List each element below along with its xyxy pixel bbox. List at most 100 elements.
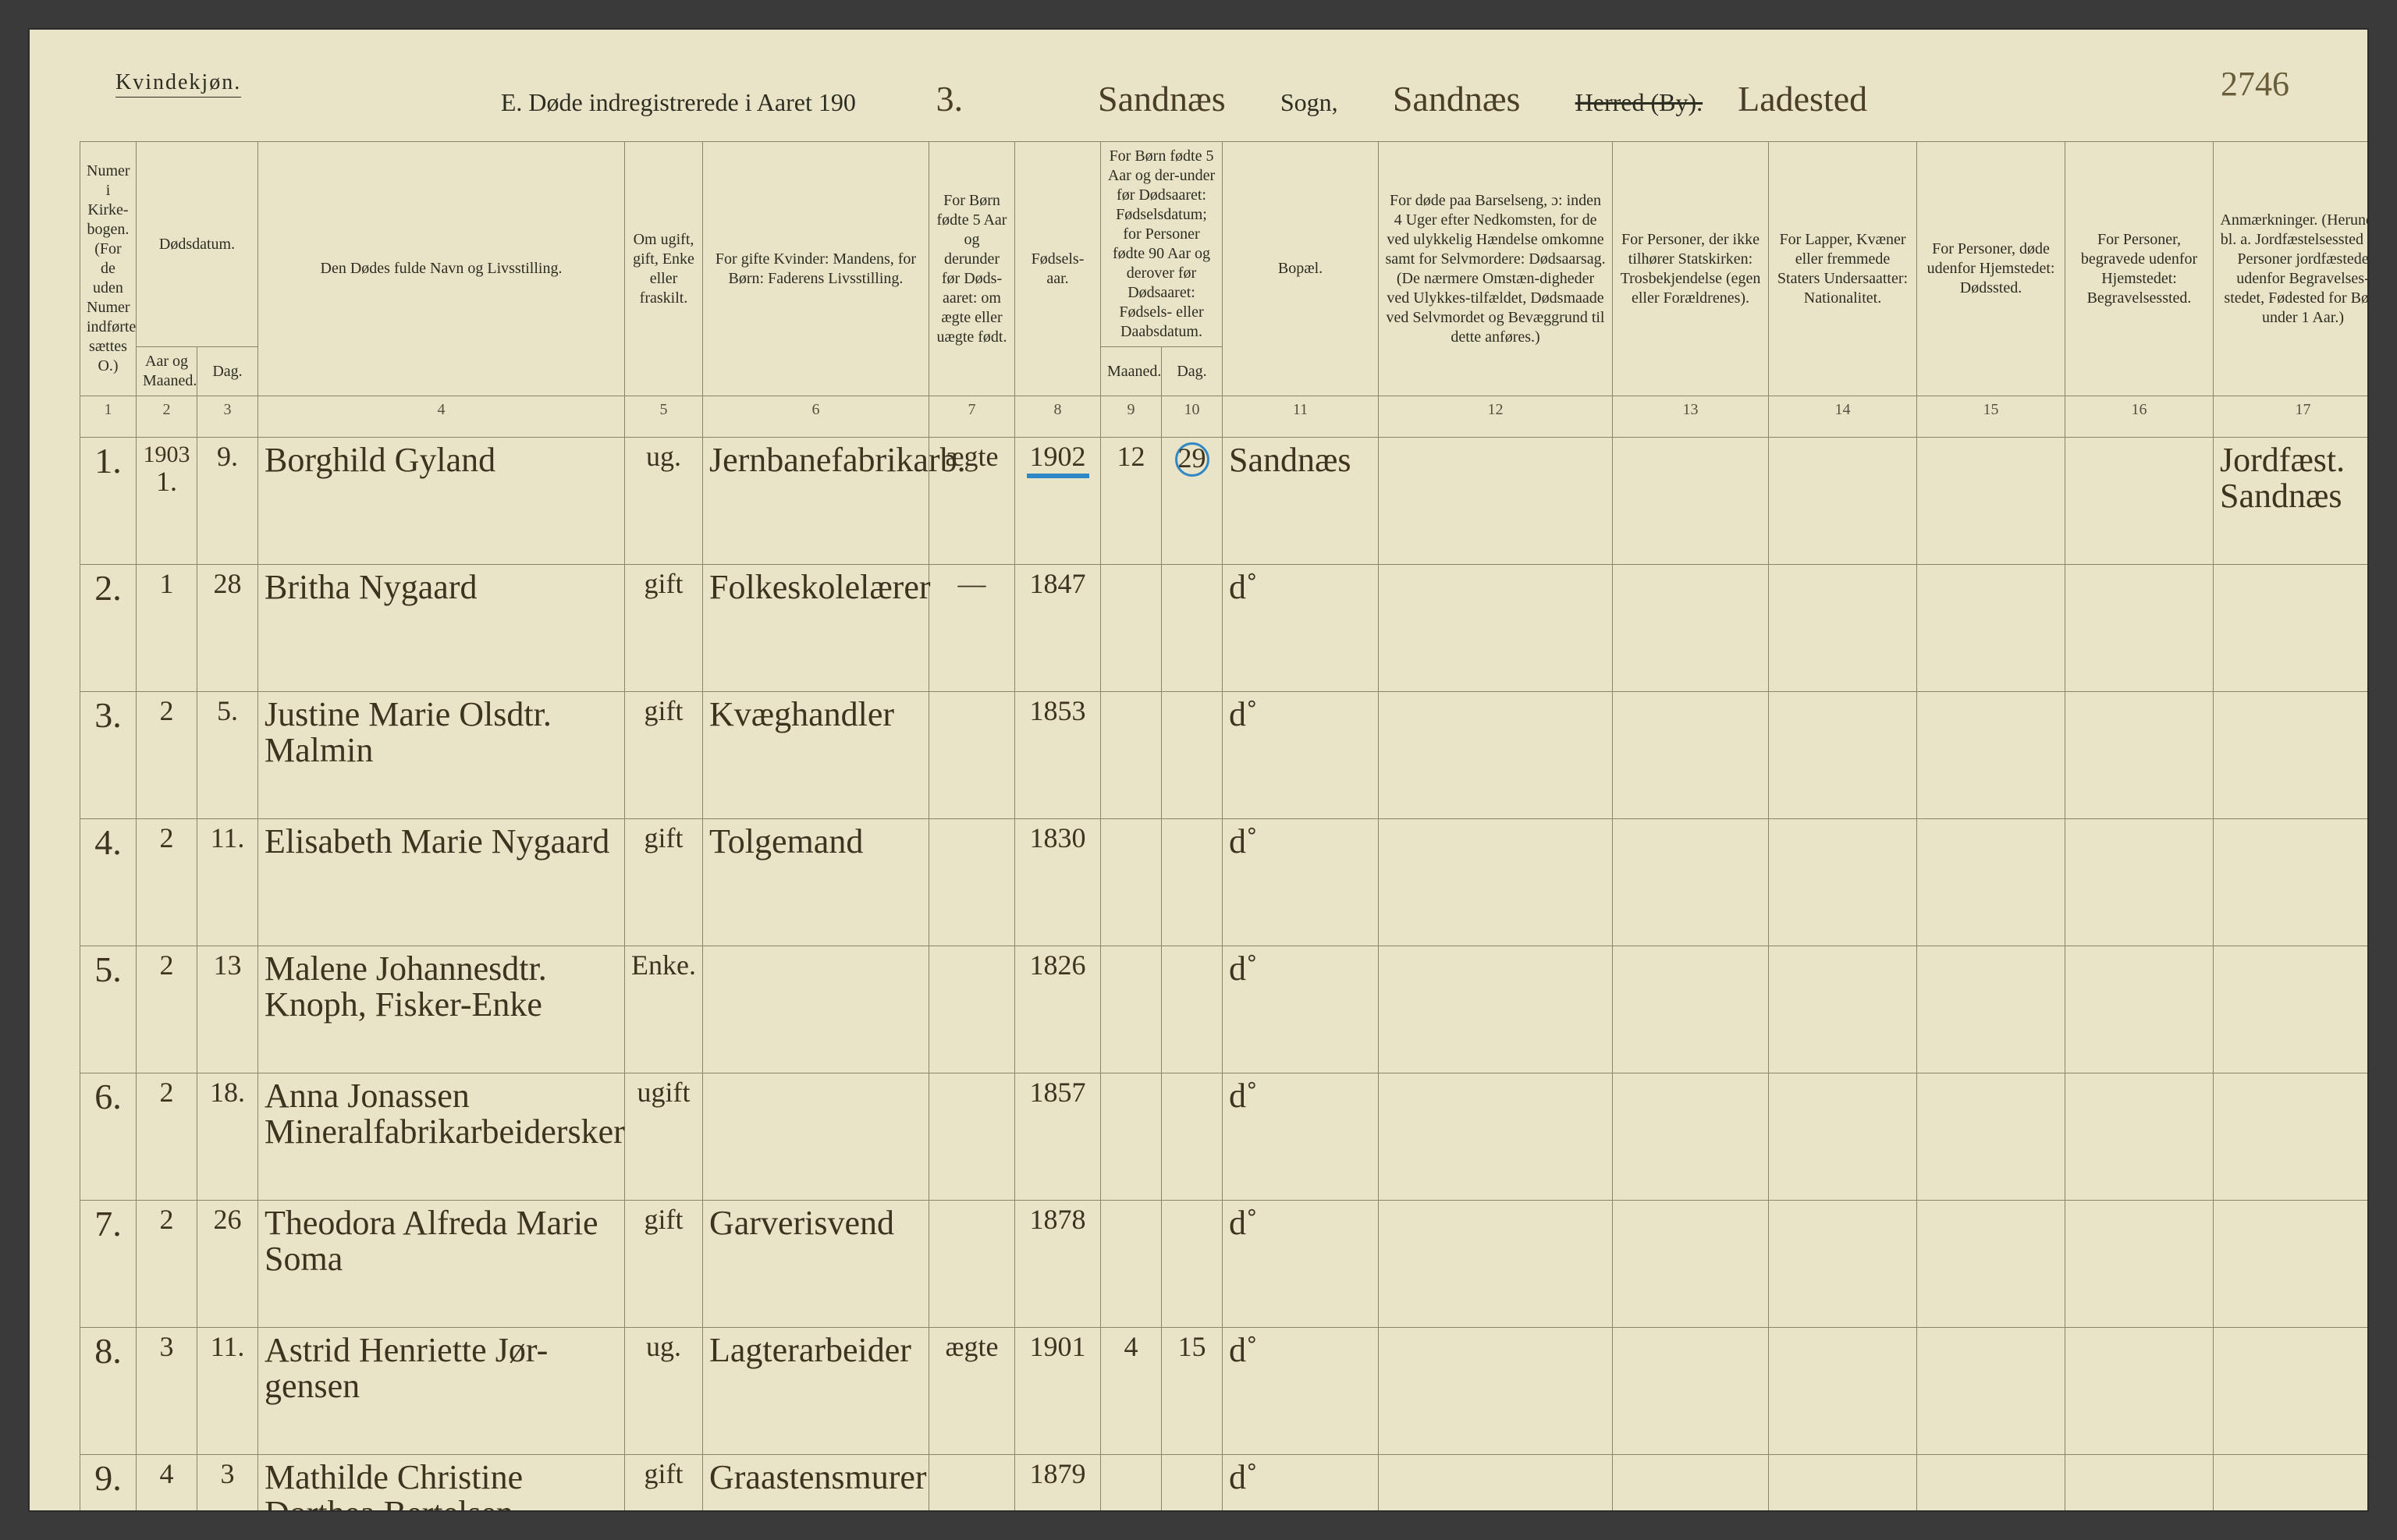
colnum: 8 [1015, 396, 1101, 438]
cell-deathplace [1917, 1073, 2065, 1201]
col-burialplace: For Personer, begravede udenfor Hjemsted… [2065, 142, 2214, 396]
cell-faith [1613, 1328, 1769, 1455]
colnum: 15 [1917, 396, 2065, 438]
cell-legitimacy [929, 692, 1015, 819]
cell-spouse-occupation: Garverisvend [703, 1201, 929, 1328]
cell-nationality [1769, 1201, 1917, 1328]
colnum: 10 [1162, 396, 1223, 438]
cell-residence: d˚ [1223, 946, 1379, 1073]
cell-birth-day [1162, 946, 1223, 1073]
cell-birth-year: 1826 [1015, 946, 1101, 1073]
col-birthdate: For Børn fødte 5 Aar og der-under før Dø… [1101, 142, 1223, 347]
cell-remarks [2214, 1073, 2369, 1201]
cell-spouse-occupation [703, 1073, 929, 1201]
col-status: Om ugift, gift, Enke eller fraskilt. [625, 142, 703, 396]
colnum: 12 [1379, 396, 1613, 438]
cell-entry-number: 8. [80, 1328, 137, 1455]
col-number: Numer i Kirke-bogen. (For de uden Numer … [80, 142, 137, 396]
cell-name: Malene Johannesdtr. Knoph, Fisker-Enke [258, 946, 625, 1073]
cell-marital-status: gift [625, 565, 703, 692]
cell-birth-day [1162, 1455, 1223, 1513]
cell-legitimacy [929, 946, 1015, 1073]
col-spouse-father: For gifte Kvinder: Mandens, for Børn: Fa… [703, 142, 929, 396]
table-row: 9.43Mathilde Christine Dorthea Bertelsen… [80, 1455, 2370, 1513]
sogn-label: Sogn, [1280, 88, 1338, 116]
ledger-page: Kvindekjøn. 2746 E. Døde indregistrerede… [28, 28, 2369, 1512]
cell-legitimacy [929, 1455, 1015, 1513]
cell-faith [1613, 1455, 1769, 1513]
col-residence: Bopæl. [1223, 142, 1379, 396]
colnum: 1 [80, 396, 137, 438]
cell-remarks [2214, 565, 2369, 692]
cell-cause [1379, 1328, 1613, 1455]
cell-marital-status: gift [625, 692, 703, 819]
cell-death-yearmonth: 2 [137, 1201, 197, 1328]
colnum: 14 [1769, 396, 1917, 438]
cell-name: Britha Nygaard [258, 565, 625, 692]
table-row: 7.226Theodora Alfreda Marie SomagiftGarv… [80, 1201, 2370, 1328]
cell-birth-month: 4 [1101, 1328, 1162, 1455]
cell-birth-year: 1857 [1015, 1073, 1101, 1201]
cell-remarks [2214, 1201, 2369, 1328]
cell-legitimacy: — [929, 565, 1015, 692]
cell-entry-number: 4. [80, 819, 137, 946]
cell-faith [1613, 1073, 1769, 1201]
col-birthdate-month: Maaned. [1101, 347, 1162, 396]
table-row: 1.19031.9.Borghild Gylandug.Jernbanefabr… [80, 438, 2370, 565]
cell-faith [1613, 565, 1769, 692]
cell-death-day: 3 [197, 1455, 258, 1513]
cell-death-yearmonth: 19031. [137, 438, 197, 565]
herred-name: Ladested [1709, 78, 1896, 119]
cell-cause [1379, 819, 1613, 946]
death-register-table: Numer i Kirke-bogen. (For de uden Numer … [80, 141, 2369, 1512]
table-row: 2.128Britha NygaardgiftFolkeskolelærer—1… [80, 565, 2370, 692]
col-birthdate-day: Dag. [1162, 347, 1223, 396]
cell-birth-day: 15 [1162, 1328, 1223, 1455]
cell-remarks: Jordfæst. Sandnæs [2214, 438, 2369, 565]
colnum: 17 [2214, 396, 2369, 438]
cell-entry-number: 2. [80, 565, 137, 692]
cell-residence: Sandnæs [1223, 438, 1379, 565]
cell-faith [1613, 946, 1769, 1073]
cell-legitimacy [929, 819, 1015, 946]
cell-name: Anna Jonassen Mineralfabrikarbeidersker [258, 1073, 625, 1201]
cell-nationality [1769, 1455, 1917, 1513]
col-deathdate-day: Dag. [197, 347, 258, 396]
colnum: 4 [258, 396, 625, 438]
cell-birth-month [1101, 1201, 1162, 1328]
cell-marital-status: gift [625, 1455, 703, 1513]
cell-deathplace [1917, 819, 2065, 946]
cell-birth-year: 1902 [1015, 438, 1101, 565]
cell-remarks [2214, 946, 2369, 1073]
cell-faith [1613, 819, 1769, 946]
cell-remarks [2214, 692, 2369, 819]
col-cause: For døde paa Barselseng, ɔ: inden 4 Uger… [1379, 142, 1613, 396]
cell-name: Theodora Alfreda Marie Soma [258, 1201, 625, 1328]
table-row: 4.211.Elisabeth Marie NygaardgiftTolgema… [80, 819, 2370, 946]
cell-birth-year: 1878 [1015, 1201, 1101, 1328]
cell-birth-month [1101, 1455, 1162, 1513]
cell-death-day: 28 [197, 565, 258, 692]
cell-faith [1613, 692, 1769, 819]
cell-faith [1613, 1201, 1769, 1328]
cell-cause [1379, 946, 1613, 1073]
colnum: 16 [2065, 396, 2214, 438]
cell-cause [1379, 1455, 1613, 1513]
cell-spouse-occupation: Tolgemand [703, 819, 929, 946]
cell-nationality [1769, 1328, 1917, 1455]
table-row: 6.218.Anna Jonassen Mineralfabrikarbeide… [80, 1073, 2370, 1201]
cell-cause [1379, 1201, 1613, 1328]
cell-burialplace [2065, 1455, 2214, 1513]
col-deathdate-yearmonth: Aar og Maaned. [137, 347, 197, 396]
table-body: 1.19031.9.Borghild Gylandug.Jernbanefabr… [80, 438, 2370, 1513]
cell-residence: d˚ [1223, 1201, 1379, 1328]
cell-birth-year: 1847 [1015, 565, 1101, 692]
cell-birth-day: 29 [1162, 438, 1223, 565]
colnum: 3 [197, 396, 258, 438]
cell-nationality [1769, 692, 1917, 819]
cell-cause [1379, 1073, 1613, 1201]
cell-marital-status: ugift [625, 1073, 703, 1201]
cell-spouse-occupation: Graastensmurer [703, 1455, 929, 1513]
cell-nationality [1769, 1073, 1917, 1201]
col-nationality: For Lapper, Kvæner eller fremmede Stater… [1769, 142, 1917, 396]
